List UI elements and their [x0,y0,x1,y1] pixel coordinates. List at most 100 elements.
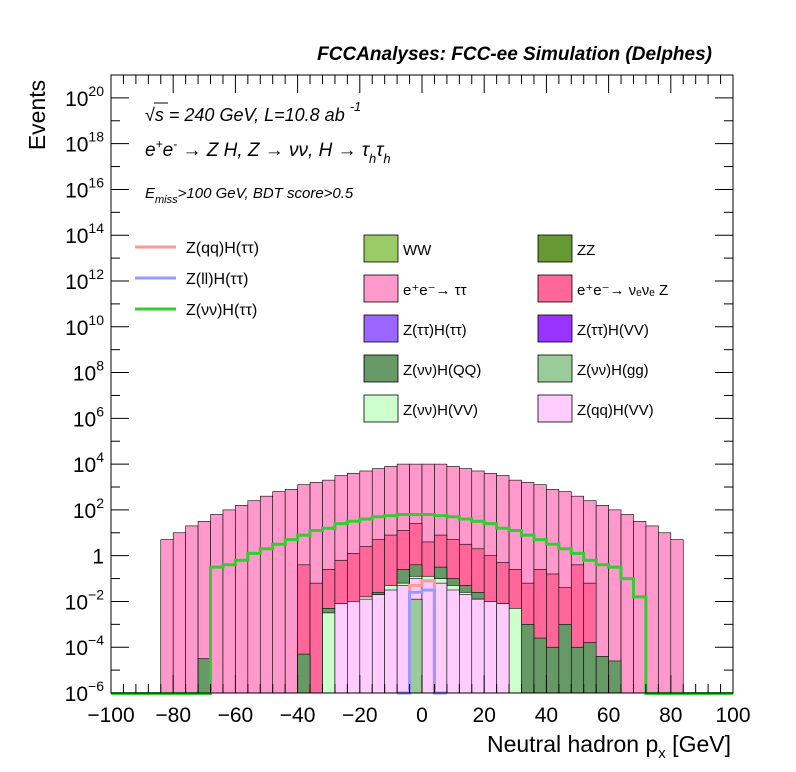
x-tick-label: −20 [342,704,378,727]
annotation-line-3: Emiss>100 GeV, BDT score>0.5 [145,185,354,206]
x-tick-label: 20 [473,704,496,727]
legend-box-label: Z(νν)H(QQ) [403,362,481,379]
y-tick-label: 106 [73,403,104,431]
bar [459,594,473,694]
bar [347,601,361,694]
legend-box-label: e⁺e⁻→ ττ [403,282,467,299]
x-tick-label: −80 [155,704,191,727]
signal-line-z-h [111,513,733,695]
bar [160,539,174,694]
x-tick-label: −100 [87,704,134,727]
legend-box-label: Z(νν)H(gg) [577,362,649,379]
legend-backgrounds: WW ZZ e⁺e⁻→ ττ e⁺e⁻→ νₑνₑ Z Z(ττ)H(ττ) Z(ττ)H… [363,234,668,423]
series-z-h-gg [409,598,423,694]
bar [297,653,311,694]
bar [508,608,522,694]
bar [172,532,186,694]
bar [608,660,622,694]
legend-signals: Z(qq)H(ττ) Z(ll)H(ττ) Z(νν)H(ττ) [135,240,259,319]
y-tick-label: 1016 [65,174,104,202]
bar [272,491,286,694]
bar [434,582,448,694]
bar [446,589,460,694]
signal-line-z-ll-h [397,588,447,695]
bar [471,598,485,694]
y-tick-label: 10−6 [65,678,105,706]
bar [658,532,672,694]
y-tick-label: 10−2 [65,586,105,614]
legend-line-label: Z(νν)H(ττ) [186,302,257,319]
bar [222,509,236,694]
bar [210,514,224,694]
bar [546,646,560,694]
x-tick-label: 100 [715,704,750,727]
bar [421,580,435,694]
bar [521,624,535,694]
bar [620,514,634,694]
y-tick-label: 1018 [65,129,104,157]
x-tick-label: −40 [280,704,316,727]
x-tick-label: 80 [659,704,682,727]
legend-box-label: Z(ττ)H(VV) [577,322,649,339]
y-tick-label: 108 [73,358,104,386]
legend-box-swatch [363,354,399,383]
legend-box-label: Z(ττ)H(ττ) [403,322,467,339]
bar [235,505,249,694]
y-tick-label: 102 [73,495,104,523]
axes: −100 −80 −60 −40 −20 0 20 40 60 80 100 10−6 10−4 10−2… [65,74,751,727]
annotation-line-1: √s = 240 GeV, L=10.8 ab -1 [145,99,361,125]
bar [185,525,199,694]
y-tick-label: 1010 [65,312,104,340]
legend-box-swatch [363,314,399,343]
y-tick-label: 1020 [65,83,104,111]
bar [247,500,261,694]
legend-box-swatch [537,394,573,423]
bar [558,624,572,694]
x-tick-label: 60 [597,704,620,727]
bar [595,656,609,694]
bar [334,603,348,694]
bar [533,637,547,694]
bar [670,539,684,694]
x-axis-label: Neutral hadron px [GeV] [487,731,731,762]
y-tick-label: 1014 [65,220,104,248]
legend-box-label: WW [403,242,432,259]
bar [259,495,274,694]
bar [396,585,410,694]
legend-box-swatch [363,234,399,263]
legend-line-label: Z(qq)H(ττ) [186,240,259,257]
bar [384,589,398,694]
legend-box-swatch [537,354,573,383]
chart-header: FCCAnalyses: FCC-ee Simulation (Delphes) [317,44,712,65]
x-tick-label: −60 [218,704,254,727]
x-tick-label: 40 [535,704,558,727]
bar [570,646,585,694]
legend-box-swatch [363,274,399,303]
bar [645,525,659,694]
bar [284,488,298,694]
signal-lines [111,513,733,695]
legend-box-swatch [363,394,399,423]
bar [409,598,423,694]
y-axis-label: Events [24,80,50,150]
legend-box-label: Z(νν)H(VV) [403,402,478,419]
bar [371,594,385,694]
x-tick-label: 0 [416,704,428,727]
bar [322,612,336,694]
y-tick-label: 10−4 [65,632,105,660]
bar [359,598,373,694]
bar [197,658,211,694]
legend-line-label: Z(ll)H(ττ) [186,271,248,288]
bar [583,642,597,694]
bar [633,521,647,694]
legend-box-swatch [537,234,573,263]
legend-box-swatch [537,274,573,303]
legend-box-label: Z(qq)H(VV) [577,402,654,419]
legend-box-swatch [537,314,573,343]
annotation-energy-lumi: √s = 240 GeV, L=10.8 ab -1 [145,99,361,125]
legend-box-label: e⁺e⁻→ νₑνₑ Z [577,282,668,299]
legend-box-label: ZZ [577,242,595,259]
bar [309,582,323,694]
annotation-line-2: e+e- → Z H, Z → νν, H → τhτh [145,137,391,166]
